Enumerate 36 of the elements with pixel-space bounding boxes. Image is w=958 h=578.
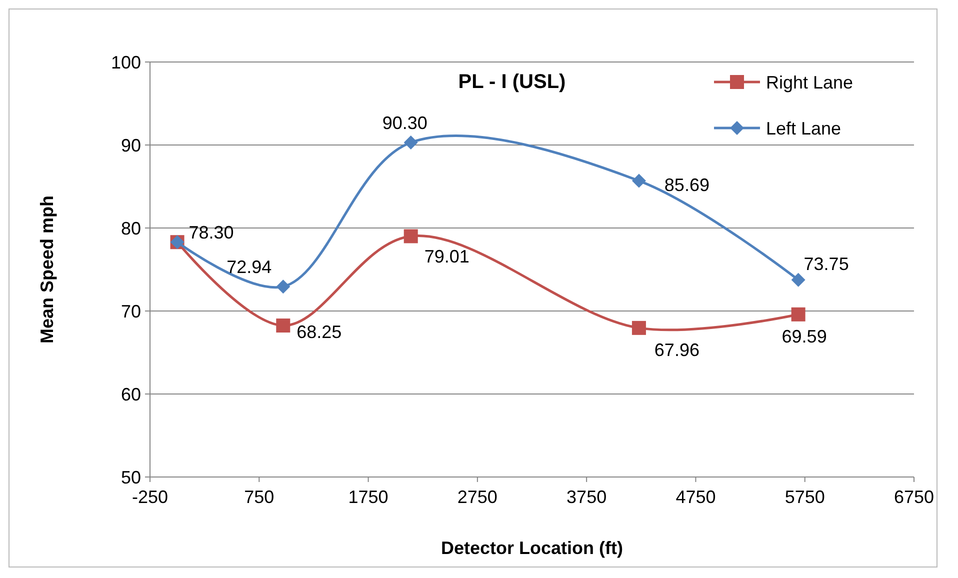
data-label: 69.59: [782, 326, 827, 347]
data-label: 85.69: [664, 175, 710, 196]
point: [276, 280, 290, 294]
point: [404, 136, 418, 150]
x-tick-label: 5750: [784, 487, 825, 507]
legend-label: Left Lane: [766, 118, 842, 138]
data-label: 79.01: [424, 246, 470, 267]
text: PL - I (USL): [458, 71, 566, 93]
x-tick-label: -250: [132, 487, 168, 507]
x-tick-label: 6750: [894, 487, 934, 507]
y-tick-label: 80: [120, 218, 141, 238]
point: [632, 320, 646, 335]
y-tick-label: 60: [120, 384, 141, 404]
x-tick-label: 3750: [566, 487, 607, 507]
data-label: 90.30: [382, 112, 428, 133]
legend-label: Right Lane: [766, 72, 854, 92]
x-tick-label: 2750: [457, 487, 498, 507]
point: [276, 318, 290, 333]
x-tick-label: 1750: [348, 487, 388, 507]
y-axis-title: Mean Speed mph: [37, 195, 57, 344]
point: [632, 174, 646, 188]
point: [791, 307, 806, 322]
data-label: 73.75: [804, 254, 849, 274]
x-tick-label: 4750: [676, 487, 716, 507]
point: [791, 272, 806, 287]
data-label: 67.96: [654, 340, 700, 360]
point: [404, 229, 418, 244]
x-tick-label: 750: [244, 487, 274, 507]
x-axis-title: Detector Location (ft): [441, 538, 623, 558]
data-label: 78.30: [188, 222, 234, 242]
y-tick-label: 90: [120, 135, 141, 156]
data-label: 68.25: [296, 322, 342, 342]
data-label: 72.94: [226, 256, 272, 277]
y-tick-label: 70: [120, 301, 141, 322]
y-tick-label: 100: [110, 52, 141, 72]
y-tick-label: 50: [120, 467, 141, 488]
